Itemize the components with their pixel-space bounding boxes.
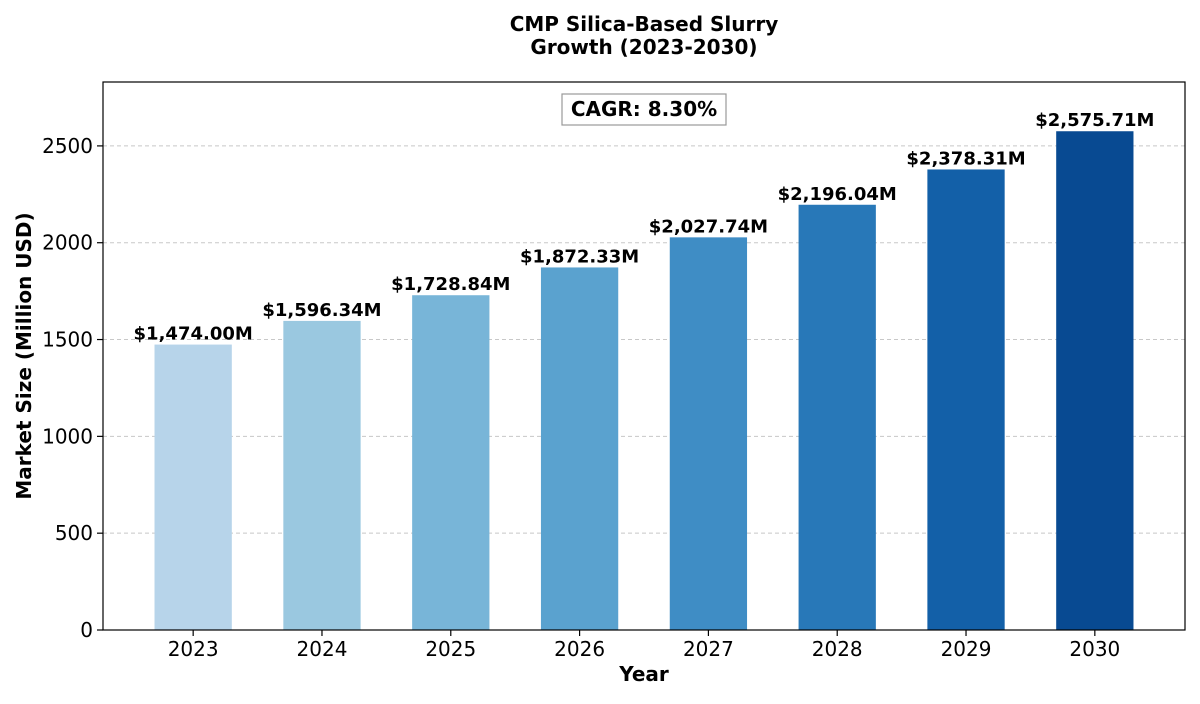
data-labels: $1,474.00M $1,596.34M $1,728.84M $1,872.33M… <box>134 110 1155 344</box>
x-tick-label: 2030 <box>1069 637 1120 661</box>
data-label-2026: $1,872.33M <box>520 246 639 267</box>
chart-title-line-1: CMP Silica-Based Slurry <box>510 12 779 36</box>
data-label-2023: $1,474.00M <box>134 324 253 345</box>
cagr-label: CAGR: 8.30% <box>571 97 717 121</box>
data-label-2027: $2,027.74M <box>649 216 768 237</box>
y-tick-label: 0 <box>80 618 93 642</box>
x-tick-label: 2026 <box>554 637 605 661</box>
chart-title-line-2: Growth (2023-2030) <box>530 35 757 59</box>
x-tick-label: 2023 <box>168 637 219 661</box>
plot-area-frame <box>102 81 1186 631</box>
data-label-2024: $1,596.34M <box>262 300 381 321</box>
y-tick-label: 1000 <box>42 424 93 448</box>
x-axis-label: Year <box>618 662 669 686</box>
x-tick-label: 2027 <box>683 637 734 661</box>
gridlines <box>103 145 1185 534</box>
cagr-box <box>561 93 727 126</box>
bar-2029 <box>927 169 1005 630</box>
data-label-2030: $2,575.71M <box>1035 110 1154 131</box>
x-tick-label: 2029 <box>941 637 992 661</box>
bars <box>154 131 1134 630</box>
y-axis-label: Market Size (Million USD) <box>12 212 36 499</box>
data-label-2029: $2,378.31M <box>906 148 1025 169</box>
bar-2026 <box>540 267 619 630</box>
bar-2027 <box>669 237 748 630</box>
x-tick-label: 2025 <box>425 637 476 661</box>
bar-2025 <box>412 295 490 630</box>
bar-2028 <box>798 204 876 630</box>
y-tick-label: 1500 <box>42 328 93 352</box>
cagr-annotation: CAGR: 8.30% <box>561 93 727 126</box>
data-label-2028: $2,196.04M <box>778 184 897 205</box>
bar-2030 <box>1056 131 1134 630</box>
y-tick-label: 2500 <box>42 134 93 158</box>
bar-2024 <box>283 320 361 630</box>
y-tick-label: 500 <box>55 521 93 545</box>
x-tick-label: 2024 <box>297 637 348 661</box>
y-tick-label: 2000 <box>42 231 93 255</box>
data-label-2025: $1,728.84M <box>391 274 510 295</box>
x-axis: 2023 2024 2025 2026 2027 2028 2029 2030 <box>168 630 1120 661</box>
x-tick-label: 2028 <box>812 637 863 661</box>
y-axis: 0 500 1000 1500 2000 2500 <box>42 134 103 642</box>
bar-2023 <box>154 344 232 630</box>
